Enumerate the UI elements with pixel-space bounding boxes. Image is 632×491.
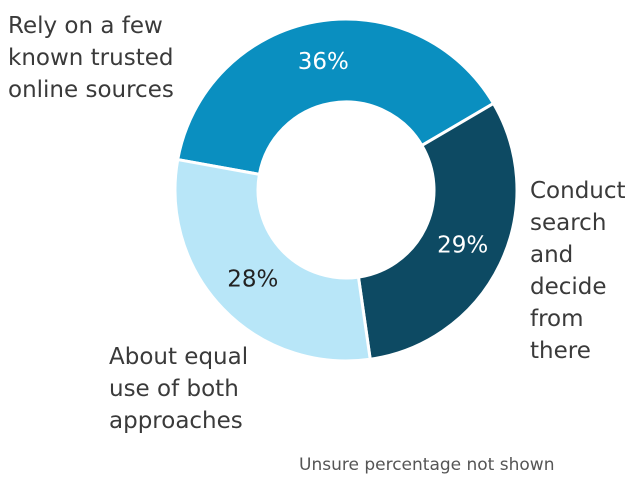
category-label-equal-use: About equal use of both approaches (109, 344, 249, 434)
value-label-equal-use: 28% (227, 266, 278, 292)
value-label-conduct-search: 29% (437, 233, 488, 259)
category-label-trusted-sources: Rely on a few known trusted online sourc… (8, 13, 174, 103)
slice-trusted-sources (175, 17, 496, 177)
category-label-conduct-search: Conduct search and decide from there (530, 178, 626, 364)
value-label-trusted-sources: 36% (298, 49, 349, 75)
footnote: Unsure percentage not shown (299, 455, 555, 475)
slice-conduct-search (356, 101, 519, 361)
slice-equal-use (173, 157, 372, 363)
